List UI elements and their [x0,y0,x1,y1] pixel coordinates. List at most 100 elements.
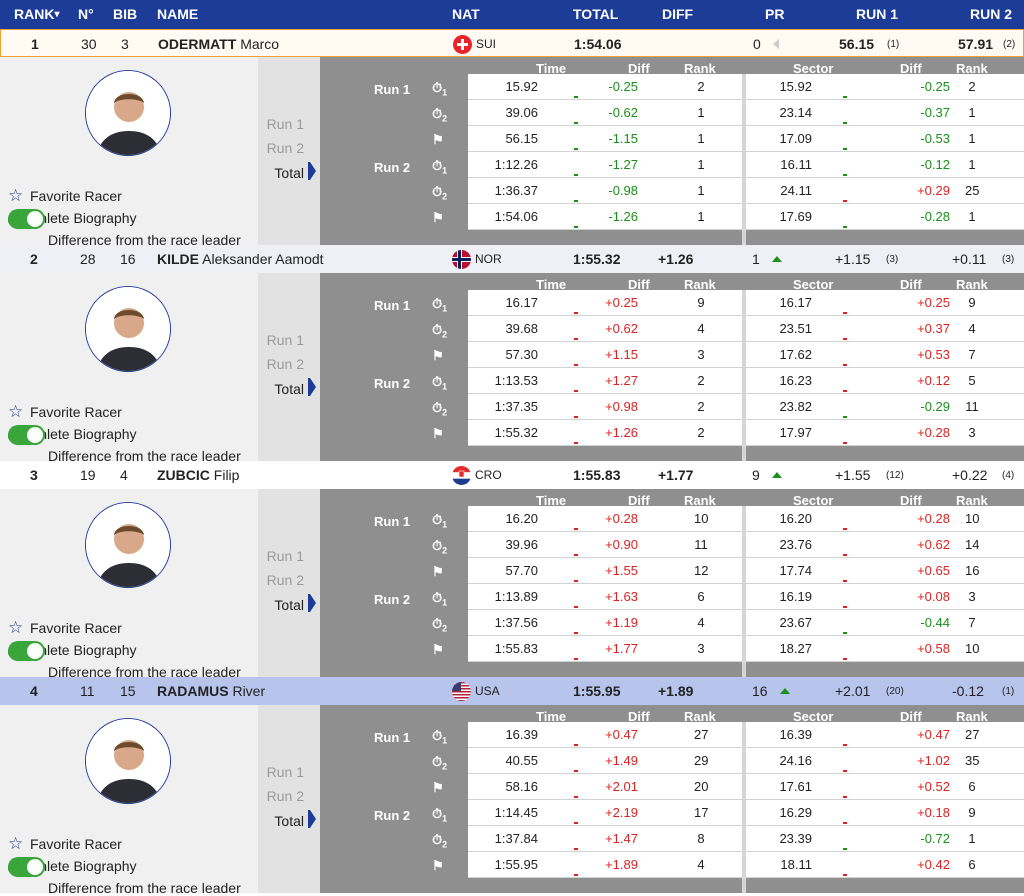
col-time: Time [536,709,567,724]
star-icon[interactable]: ☆ [8,834,24,853]
split-rank: 2 [697,425,705,440]
header-run2[interactable]: RUN 2 [970,6,1013,22]
sector-rank: 1 [968,105,976,120]
athlete-photo [85,502,171,588]
view-run1[interactable]: Run 1 [266,116,304,132]
racer-no: 28 [80,251,96,267]
col-time: Time [536,277,567,292]
header-pr[interactable]: PR [765,6,785,22]
racer-first-name: River [232,683,266,699]
arrow-up-icon [771,472,782,478]
view-total[interactable]: Total [274,165,304,181]
racer-summary-row[interactable]: 3 19 4 ZUBCIC Filip CRO 1:55.83 +1.77 9 … [0,461,1024,489]
header-diff[interactable]: DIFF [662,6,694,22]
split-time: 1:14.45 [494,805,538,820]
col-sector: Sector [793,493,834,508]
view-run1[interactable]: Run 1 [266,548,304,564]
view-run2[interactable]: Run 2 [266,140,304,156]
view-run2[interactable]: Run 2 [266,788,304,804]
split-rank: 1 [697,105,705,120]
split-rank: 27 [694,727,709,742]
split-time: 1:37.35 [494,399,538,414]
view-total[interactable]: Total [274,813,304,829]
header-name[interactable]: NAME [157,6,199,22]
run2-label: Run 2 [374,592,411,607]
sector-rank: 14 [965,537,980,552]
sector-diff: +0.37 [917,321,950,336]
col-time: Time [536,61,567,76]
col-rank: Rank [684,709,716,724]
header-total[interactable]: TOTAL [573,6,619,22]
split-row: 39.68 +0.62 4 23.51 +0.37 4 [468,316,1024,342]
header-rank[interactable]: RANK▾ [14,6,60,22]
star-icon[interactable]: ☆ [8,402,24,421]
col-diff: Diff [628,277,650,292]
sector-time: 23.82 [779,399,812,414]
view-total[interactable]: Total [274,597,304,613]
star-icon[interactable]: ☆ [8,618,24,637]
racer-run1-rank: (3) [886,254,899,265]
sector-time: 23.76 [779,537,812,552]
sector-diff-bar [843,554,847,556]
racer-summary-row[interactable]: 1 30 3 ODERMATT Marco SUI 1:54.06 0 56.1… [0,29,1024,57]
split-row: 58.16 +2.01 20 17.61 +0.52 6 [468,774,1024,800]
header-bib[interactable]: BIB [113,6,138,22]
favorite-racer-link[interactable]: Favorite Racer [30,620,122,636]
difference-toggle[interactable] [8,209,45,229]
sector-diff: +0.53 [917,347,950,362]
sector-rank: 9 [968,295,976,310]
split-row: 1:36.37 -0.98 1 24.11 +0.29 25 [468,178,1024,204]
favorite-racer-link[interactable]: Favorite Racer [30,404,122,420]
difference-toggle[interactable] [8,641,45,661]
sui-flag-icon [453,35,472,54]
racer-name[interactable]: ZUBCIC Filip [157,467,239,483]
sector-diff: +0.62 [917,537,950,552]
header-no[interactable]: N° [78,6,94,22]
sector-diff: +0.28 [917,425,950,440]
racer-name[interactable]: RADAMUS River [157,683,265,699]
view-run2[interactable]: Run 2 [266,572,304,588]
athlete-panel: ☆ Favorite Racer +Athlete Biography Diff… [0,57,258,248]
split-time: 16.39 [505,727,538,742]
split-time: 1:12.26 [494,157,538,172]
sector-diff: +0.52 [917,779,950,794]
split-diff-bar [574,226,578,228]
sector-rank: 6 [968,857,976,872]
racer-name[interactable]: ODERMATT Marco [158,36,279,52]
split-time: 16.17 [505,295,538,310]
view-selector: Run 1 Run 2 Total [258,705,320,893]
splits-table: Time Diff Rank Sector Diff Rank Run 1 Ru… [320,489,1024,677]
athlete-panel: ☆ Favorite Racer +Athlete Biography Diff… [0,273,258,464]
racer-name[interactable]: KILDE Aleksander Aamodt [157,251,324,267]
star-icon[interactable]: ☆ [8,186,24,205]
sector-time: 24.16 [779,753,812,768]
view-run1[interactable]: Run 1 [266,764,304,780]
racer-summary-row[interactable]: 4 11 15 RADAMUS River USA 1:55.95 +1.89 … [0,677,1024,705]
run1-label: Run 1 [374,298,411,313]
view-run1[interactable]: Run 1 [266,332,304,348]
split-rank: 1 [697,131,705,146]
col-sector: Sector [793,277,834,292]
sector-rank: 25 [965,183,980,198]
view-run2[interactable]: Run 2 [266,356,304,372]
split-diff-bar [574,796,578,798]
sector-diff-bar [843,632,847,634]
view-total[interactable]: Total [274,381,304,397]
header-nat[interactable]: NAT [452,6,480,22]
difference-toggle[interactable] [8,857,45,877]
racer-summary-row[interactable]: 2 28 16 KILDE Aleksander Aamodt NOR 1:55… [0,245,1024,273]
header-run1[interactable]: RUN 1 [856,6,899,22]
table-divider [742,74,746,245]
racer-no: 11 [80,683,95,699]
col-diff: Diff [628,709,650,724]
split-diff: +1.77 [605,641,638,656]
arrow-left-icon [772,39,779,49]
difference-toggle[interactable] [8,425,45,445]
racer-run2-rank: (3) [1002,254,1015,265]
racer-run2-rank: (2) [1003,39,1016,50]
racer-rank: 3 [30,467,38,483]
split-row: 40.55 +1.49 29 24.16 +1.02 35 [468,748,1024,774]
favorite-racer-link[interactable]: Favorite Racer [30,836,122,852]
stopwatch-icon: ⏱1 [432,806,448,824]
favorite-racer-link[interactable]: Favorite Racer [30,188,122,204]
